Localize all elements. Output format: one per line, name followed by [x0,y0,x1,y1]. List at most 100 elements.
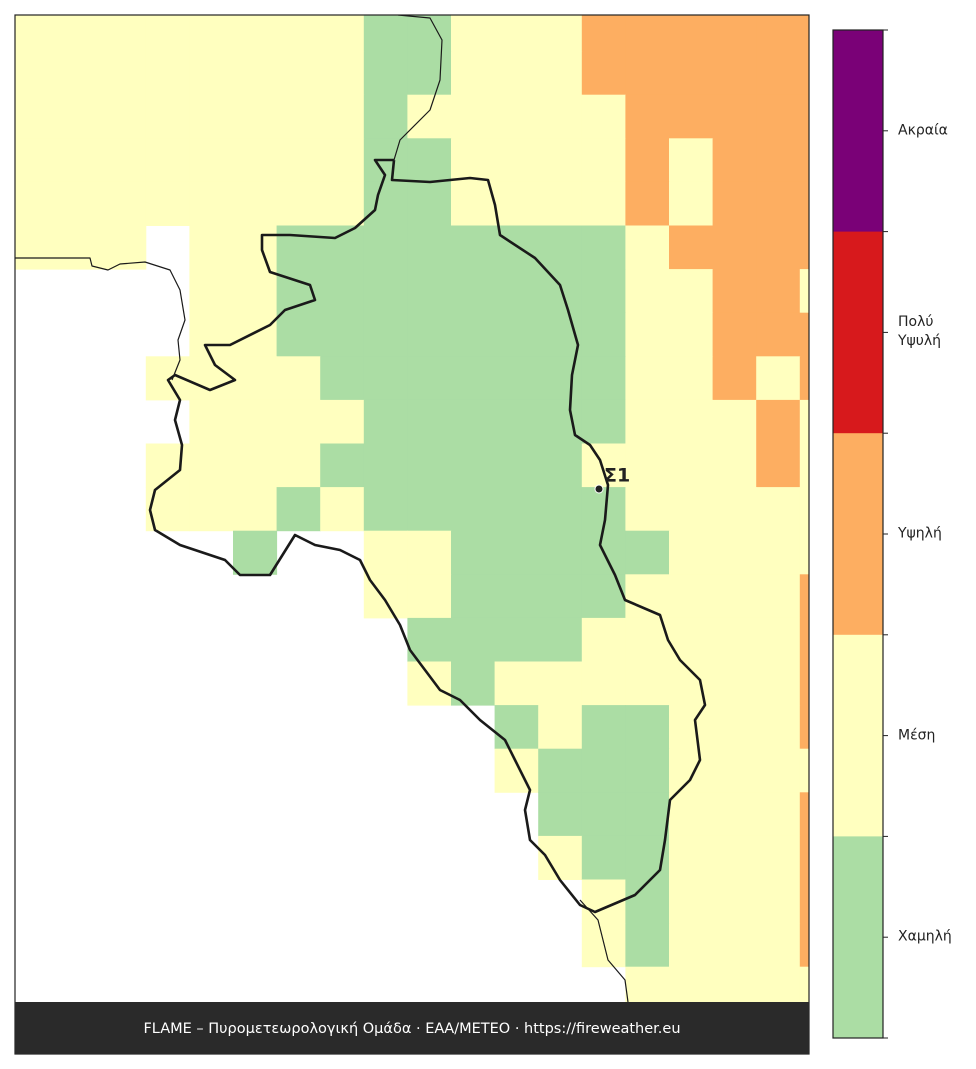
grid-cell [756,94,801,139]
grid-cell [669,705,714,750]
grid-cell [538,792,583,837]
grid-cell [451,225,496,270]
grid-cell [320,225,365,270]
grid-cell [581,574,626,619]
grid-cell [712,661,757,706]
grid-cell [407,51,452,96]
grid-cell [538,617,583,662]
grid-cell [712,138,757,183]
grid-cell [276,51,321,96]
grid-cell [102,181,147,226]
grid-cell [320,356,365,401]
grid-cell [669,138,714,183]
grid-cell [756,269,801,314]
grid-cell [799,225,809,270]
grid-cell [625,487,670,532]
grid-cell [712,835,757,880]
grid-cell [712,923,757,968]
grid-cell [625,443,670,488]
grid-cell [799,879,809,924]
grid-cell [363,530,408,575]
grid-cell [494,356,539,401]
grid-cell [407,181,452,226]
grid-cell [712,399,757,444]
grid-cell [407,574,452,619]
grid-cell [669,51,714,96]
grid-cell [494,661,539,706]
grid-cell [320,443,365,488]
grid-cell [363,312,408,357]
grid-cell [233,312,278,357]
grid-cell [189,51,234,96]
grid-cell [581,94,626,139]
grid-cell [407,15,452,52]
grid-cell [494,487,539,532]
grid-cell [538,530,583,575]
grid-cell [581,835,626,880]
grid-cell [363,51,408,96]
grid-cell [189,15,234,52]
grid-cell [712,225,757,270]
grid-cell [407,487,452,532]
grid-cell [58,225,103,270]
grid-cell [538,399,583,444]
grid-cell [625,923,670,968]
grid-cell [320,51,365,96]
grid-cell [756,574,801,619]
grid-cell [494,399,539,444]
grid-cell [407,399,452,444]
grid-cell [538,138,583,183]
grid-cell [363,225,408,270]
grid-cell [233,51,278,96]
grid-cell [799,792,809,837]
grid-cell [233,269,278,314]
grid-cell [233,356,278,401]
grid-cell [538,705,583,750]
grid-cell [712,530,757,575]
grid-cell [756,487,801,532]
grid-cell [669,487,714,532]
grid-cell [756,923,801,968]
grid-cell [494,443,539,488]
grid-cell [363,443,408,488]
coastline [15,15,629,1003]
grid-cell [102,138,147,183]
grid-cell [799,617,809,662]
grid-cell [15,138,60,183]
grid-cell [669,574,714,619]
grid-cell [669,399,714,444]
grid-cell [538,181,583,226]
grid-cell [712,356,757,401]
grid-cell [494,269,539,314]
grid-cell [320,94,365,139]
grid-cell [494,94,539,139]
grid-cell [538,269,583,314]
grid-cell [320,15,365,52]
grid-cell [581,181,626,226]
grid-cell [581,312,626,357]
grid-cell [494,748,539,793]
grid-cell [233,94,278,139]
grid-cell [756,181,801,226]
grid-cell [712,617,757,662]
grid-cell [756,312,801,357]
grid-cell [756,748,801,793]
grid-cell [276,443,321,488]
legend-label: Πολύ Υψυλή [898,314,942,350]
grid-cell [276,487,321,532]
colorbar [832,29,888,1039]
grid-cell [276,312,321,357]
grid-cell [799,661,809,706]
grid-cell [799,269,809,314]
grid-cell [145,94,190,139]
grid-cell [669,835,714,880]
grid-cell [625,661,670,706]
grid-cell [625,312,670,357]
grid-cell [189,269,234,314]
grid-cell [625,181,670,226]
grid-cell [189,312,234,357]
grid-cell [407,94,452,139]
grid-cell [756,530,801,575]
grid-cell [712,574,757,619]
